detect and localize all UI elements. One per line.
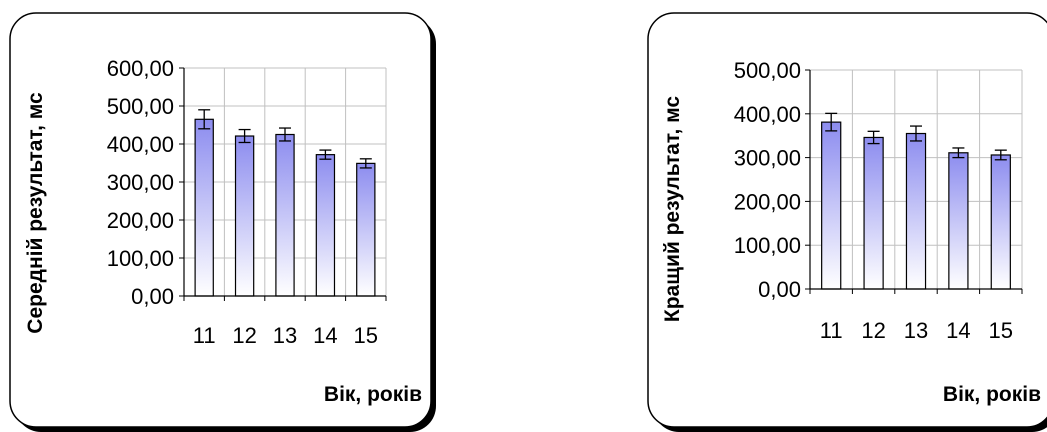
- chart-2-bar-13: [905, 132, 927, 290]
- chart-2-bar-15: [990, 154, 1011, 290]
- chart-1-x-tick-label: 12: [232, 323, 256, 348]
- chart-2-error-bar-12: [867, 130, 880, 145]
- chart-2-bar-11: [821, 121, 842, 290]
- chart-2: Кращий результат, мс Вік, років 0,00 100,…: [661, 58, 1041, 406]
- chart-2-bar-12: [863, 136, 884, 290]
- chart-1-y-tick-label: 0,00: [131, 284, 174, 309]
- chart-1-x-tick-label: 14: [313, 323, 337, 348]
- chart-1: Середній результат, мс Вік, років 0,00 10…: [24, 56, 422, 406]
- chart-1-bar-14: [315, 154, 336, 297]
- chart-1-y-tick-label: 600,00: [107, 56, 174, 81]
- chart-1-y-tick-label: 300,00: [107, 170, 174, 195]
- chart-1-bar-11: [194, 118, 214, 297]
- chart-1-bar-15: [356, 162, 376, 297]
- chart-2-y-tick-label: 200,00: [734, 189, 801, 214]
- chart-2-x-tick-label: 14: [946, 318, 970, 343]
- chart-2-bar-14: [948, 152, 969, 290]
- chart-2-frame: [647, 12, 1047, 428]
- chart-2-x-tick-label: 13: [904, 318, 928, 343]
- chart-1-y-tick-label: 500,00: [107, 94, 174, 119]
- chart-2-y-tick-label: 0,00: [758, 277, 801, 302]
- chart-1-error-bar-12: [238, 128, 251, 144]
- chart-2-x-axis-label: Вік, років: [943, 383, 1041, 406]
- chart-2-error-bar-14: [952, 147, 965, 159]
- chart-2-y-axis-label: Кращий результат, мс: [661, 96, 684, 323]
- chart-1-y-tick-label: 100,00: [107, 246, 174, 271]
- chart-2-y-tick-label: 300,00: [734, 146, 801, 171]
- chart-1-x-tick-label: 15: [354, 323, 378, 348]
- chart-1-y-tick-label: 400,00: [107, 132, 174, 157]
- chart-2-y-tick-label: 100,00: [734, 233, 801, 258]
- chart-2-error-bar-11: [825, 112, 838, 132]
- chart-1-error-bar-11: [198, 109, 211, 130]
- chart-2-error-bar-15: [994, 149, 1007, 161]
- chart-2-x-tick-label: 11: [820, 318, 843, 343]
- chart-2-x-tick-label: 15: [989, 318, 1013, 343]
- chart-1-x-tick-label: 13: [273, 323, 297, 348]
- chart-2-x-tick-label: 12: [861, 318, 885, 343]
- chart-1-x-axis-label: Вік, років: [324, 383, 422, 406]
- chart-1-y-tick-label: 200,00: [107, 208, 174, 233]
- chart-2-y-tick-label: 400,00: [734, 102, 801, 127]
- chart-1-y-axis-label: Середній результат, мс: [24, 92, 47, 334]
- chart-2-error-bar-13: [910, 125, 922, 142]
- chart-2-y-tick-label: 500,00: [734, 58, 801, 83]
- chart-1-error-bar-13: [279, 127, 291, 142]
- chart-1-bar-12: [234, 135, 255, 297]
- chart-1-error-bar-15: [359, 158, 372, 169]
- chart-1-x-tick-label: 11: [193, 323, 216, 348]
- chart-1-bar-13: [275, 133, 295, 297]
- chart-1-error-bar-14: [319, 149, 332, 160]
